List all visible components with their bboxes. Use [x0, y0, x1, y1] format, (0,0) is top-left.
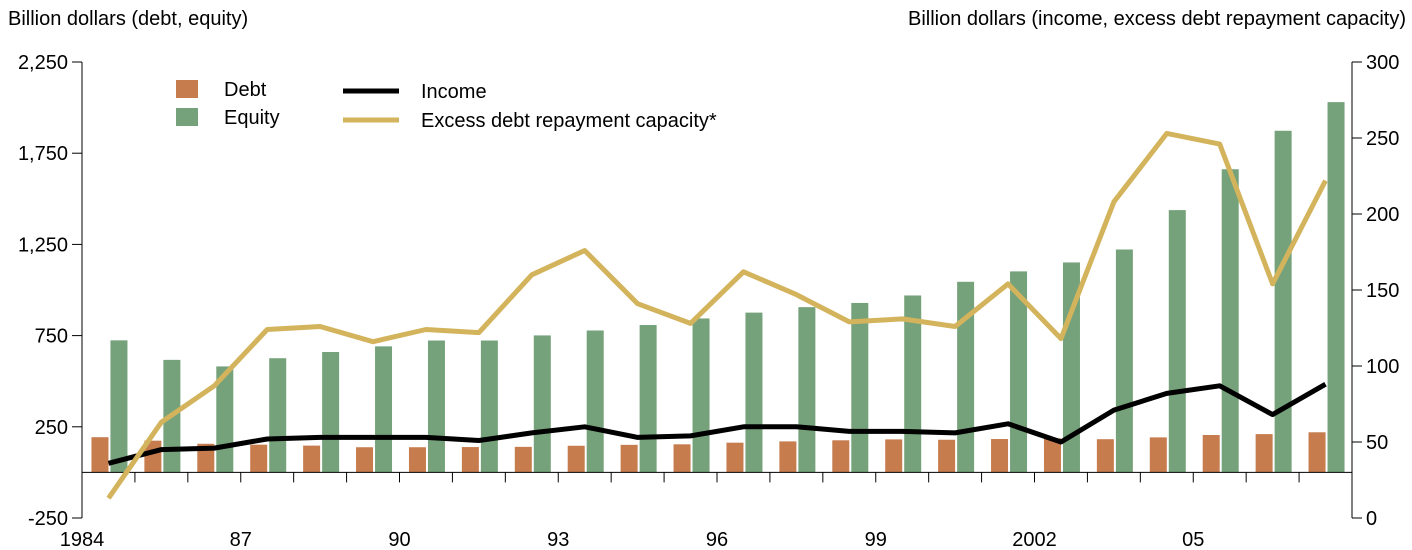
x-tick-label-1996: 96	[706, 529, 728, 550]
bar-debt-1988	[303, 446, 320, 473]
excess-capacity-line	[109, 133, 1326, 498]
bar-debt-1990	[409, 447, 426, 472]
bar-debt-1995	[674, 444, 691, 472]
bars-layer	[91, 102, 1344, 472]
bar-equity-1987	[269, 358, 286, 472]
bar-equity-1994	[640, 325, 657, 472]
bar-equity-2004	[1169, 210, 1186, 472]
right-tick-label-5: 250	[1366, 128, 1399, 150]
left-tick-label-1: 250	[35, 417, 68, 439]
legend-excess-capacity-label: Excess debt repayment capacity*	[421, 110, 717, 132]
bar-debt-1989	[356, 447, 373, 472]
legend-equity-label: Equity	[224, 107, 280, 129]
bar-equity-1988	[322, 352, 339, 472]
bar-debt-2000	[938, 440, 955, 473]
bar-debt-2004	[1150, 437, 1167, 472]
bar-debt-1984	[91, 437, 108, 472]
x-tick-label-1984: 1984	[60, 529, 105, 550]
x-tick-label-1993: 93	[547, 529, 569, 550]
bar-equity-2006	[1275, 131, 1292, 473]
bar-equity-1998	[851, 303, 868, 472]
right-tick-label-6: 300	[1366, 52, 1399, 74]
bar-debt-1987	[250, 445, 267, 473]
bar-debt-2007	[1309, 432, 1326, 472]
right-tick-label-1: 50	[1366, 432, 1388, 454]
bar-debt-1992	[515, 447, 532, 473]
bar-debt-1991	[462, 447, 479, 472]
bar-equity-2007	[1328, 102, 1345, 472]
bar-debt-1993	[568, 446, 585, 473]
legend-equity-swatch	[176, 108, 198, 126]
right-tick-label-0: 0	[1366, 508, 1377, 530]
bar-debt-1994	[621, 445, 638, 473]
bar-debt-2003	[1097, 439, 1114, 472]
right-tick-label-2: 100	[1366, 356, 1399, 378]
bar-equity-2003	[1116, 250, 1133, 473]
legend-debt-swatch	[176, 80, 198, 98]
bar-debt-2006	[1256, 434, 1273, 472]
legend-income-label: Income	[421, 81, 487, 103]
bar-equity-1984	[110, 340, 127, 472]
x-tick-label-1987: 87	[230, 529, 252, 550]
bar-equity-2005	[1222, 169, 1239, 472]
income-line	[109, 384, 1326, 463]
bar-equity-1991	[481, 341, 498, 473]
left-tick-label-5: 2,250	[18, 52, 68, 74]
bar-debt-1998	[832, 440, 849, 472]
bar-equity-1990	[428, 341, 445, 473]
lines-layer	[109, 133, 1326, 498]
bar-equity-1989	[375, 346, 392, 472]
left-tick-label-0: -250	[28, 508, 68, 530]
bar-debt-2001	[991, 439, 1008, 472]
right-tick-label-4: 200	[1366, 204, 1399, 226]
legend-debt-label: Debt	[224, 79, 267, 101]
left-tick-label-4: 1,750	[18, 143, 68, 165]
bar-equity-1993	[587, 330, 604, 472]
bar-debt-1996	[726, 443, 743, 473]
bar-debt-2005	[1203, 435, 1220, 472]
left-tick-label-2: 750	[35, 326, 68, 348]
x-tick-label-1999: 99	[865, 529, 887, 550]
bar-debt-1997	[779, 441, 796, 472]
bar-equity-1997	[798, 307, 815, 472]
bar-debt-1999	[885, 439, 902, 472]
legend: Debt Equity Income Excess debt repayment ca…	[176, 79, 717, 132]
x-tick-label-2002: 2002	[1012, 529, 1057, 550]
right-tick-label-3: 150	[1366, 280, 1399, 302]
bar-equity-1995	[693, 318, 710, 472]
x-tick-label-1990: 90	[388, 529, 410, 550]
x-tick-label-2005: 05	[1182, 529, 1204, 550]
left-tick-label-3: 1,250	[18, 234, 68, 256]
bar-equity-1996	[745, 313, 762, 473]
bar-equity-1992	[534, 335, 551, 472]
